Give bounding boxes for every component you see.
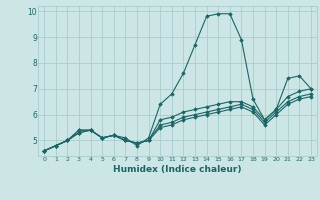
- X-axis label: Humidex (Indice chaleur): Humidex (Indice chaleur): [113, 165, 242, 174]
